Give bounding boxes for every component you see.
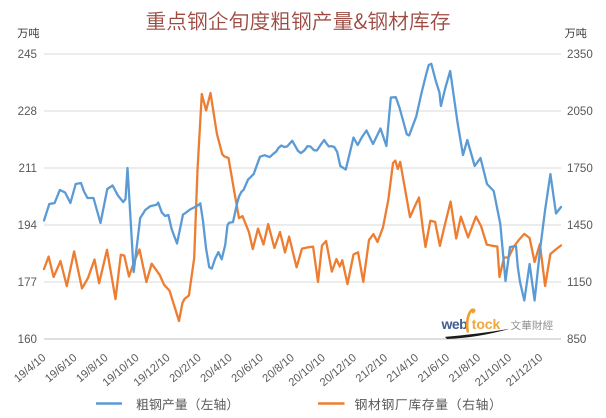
- svg-text:245: 245: [18, 48, 37, 61]
- svg-text:194: 194: [18, 219, 38, 232]
- svg-text:1450: 1450: [567, 219, 593, 232]
- svg-text:2050: 2050: [567, 105, 593, 118]
- svg-text:1150: 1150: [567, 276, 592, 289]
- svg-text:2350: 2350: [567, 48, 593, 61]
- svg-text:1750: 1750: [567, 162, 593, 175]
- svg-text:850: 850: [567, 333, 586, 346]
- svg-text:web: web: [441, 316, 468, 332]
- svg-text:211: 211: [19, 162, 37, 175]
- svg-text:228: 228: [18, 105, 37, 118]
- svg-text:tock: tock: [472, 316, 501, 332]
- svg-text:160: 160: [18, 333, 37, 346]
- svg-text:177: 177: [18, 276, 37, 289]
